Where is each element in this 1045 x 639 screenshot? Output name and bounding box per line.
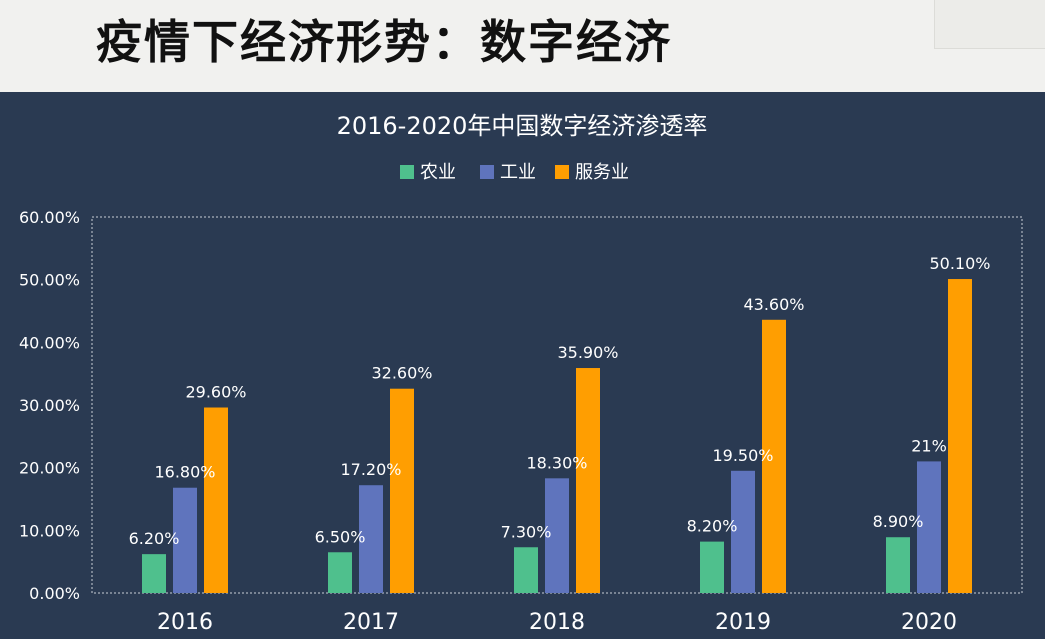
bar [700,541,724,593]
chart-title: 2016-2020年中国数字经济渗透率 [337,112,708,140]
bar [359,485,383,593]
x-tick-label: 2017 [343,610,399,635]
data-label: 43.60% [743,295,804,314]
chart-legend: 农业 工业 服务业 [400,162,629,183]
bar [948,279,972,593]
data-label: 29.60% [185,383,246,402]
data-label: 35.90% [557,343,618,362]
x-tick-label: 2019 [715,610,771,635]
x-tick-label: 2018 [529,610,585,635]
bar [142,554,166,593]
data-label: 17.20% [340,460,401,479]
data-label: 6.20% [129,529,180,548]
y-tick-label: 30.00% [19,396,80,415]
y-axis: 0.00% 10.00% 20.00% 30.00% 40.00% 50.00% 60.00… [19,208,80,603]
data-labels: 6.20% 16.80% 29.60% 6.50% 17.20% 32.60% 7.30% 1… [129,254,991,548]
bar [576,368,600,593]
data-label: 19.50% [712,446,773,465]
bar [917,461,941,593]
bar [514,547,538,593]
bar [545,478,569,593]
legend-label: 服务业 [575,162,629,183]
bar [731,470,755,593]
data-label: 50.10% [929,254,990,273]
y-tick-label: 50.00% [19,271,80,290]
header-decoration [934,0,1045,49]
legend-swatch [400,165,414,179]
y-tick-label: 20.00% [19,459,80,478]
bar-chart: 2016-2020年中国数字经济渗透率 农业 工业 服务业 0.00% 10.00% 2… [19,112,1023,635]
legend-label: 工业 [500,162,536,183]
legend-label: 农业 [420,162,456,183]
x-tick-label: 2020 [901,610,957,635]
plot-area-frame [91,216,1023,594]
bar-series [142,279,972,593]
y-tick-label: 60.00% [19,208,80,227]
y-tick-label: 10.00% [19,521,80,540]
y-tick-label: 40.00% [19,333,80,352]
data-label: 32.60% [371,364,432,383]
bar [173,487,197,593]
slide-header: 疫情下经济形势：数字经济 [0,0,1045,92]
data-label: 6.50% [315,527,366,546]
bar [328,552,352,593]
chart-panel: 2016-2020年中国数字经济渗透率 农业 工业 服务业 0.00% 10.00% 2… [0,92,1045,639]
legend-swatch [555,165,569,179]
bar [886,537,910,593]
x-axis: 2016 2017 2018 2019 2020 [157,610,957,635]
data-label: 8.90% [873,512,924,531]
y-tick-label: 0.00% [29,584,80,603]
slide-title: 疫情下经济形势：数字经济 [96,15,672,69]
legend-swatch [480,165,494,179]
data-label: 18.30% [526,453,587,472]
data-label: 16.80% [154,463,215,482]
data-label: 7.30% [501,522,552,541]
bar [204,407,228,593]
bar [762,319,786,593]
data-label: 21% [911,436,947,455]
bar [390,388,414,593]
data-label: 8.20% [687,517,738,536]
x-tick-label: 2016 [157,610,213,635]
